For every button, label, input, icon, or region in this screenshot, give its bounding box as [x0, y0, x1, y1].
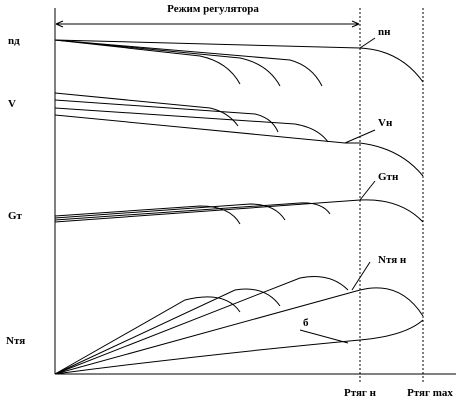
- curve-label: Gтн: [378, 171, 399, 183]
- left-label: Gт: [8, 210, 23, 222]
- left-label: nд: [8, 35, 20, 47]
- v-curves: [54, 92, 424, 177]
- n-curves: [54, 39, 424, 87]
- curve-label: Vн: [378, 117, 393, 129]
- arrow-heads: [55, 20, 360, 28]
- n-power-curves: [54, 37, 424, 375]
- x-label: Pтяг н: [344, 387, 377, 399]
- left-label: Nтя: [6, 335, 25, 347]
- g-curves: [54, 199, 424, 225]
- curve-label: б: [303, 317, 309, 329]
- x-label: Pтяг max: [407, 387, 453, 399]
- title: Режим регулятора: [167, 3, 259, 15]
- left-label: V: [8, 98, 16, 110]
- curve-label: nн: [378, 26, 391, 38]
- curve-label: Nтя н: [378, 254, 407, 266]
